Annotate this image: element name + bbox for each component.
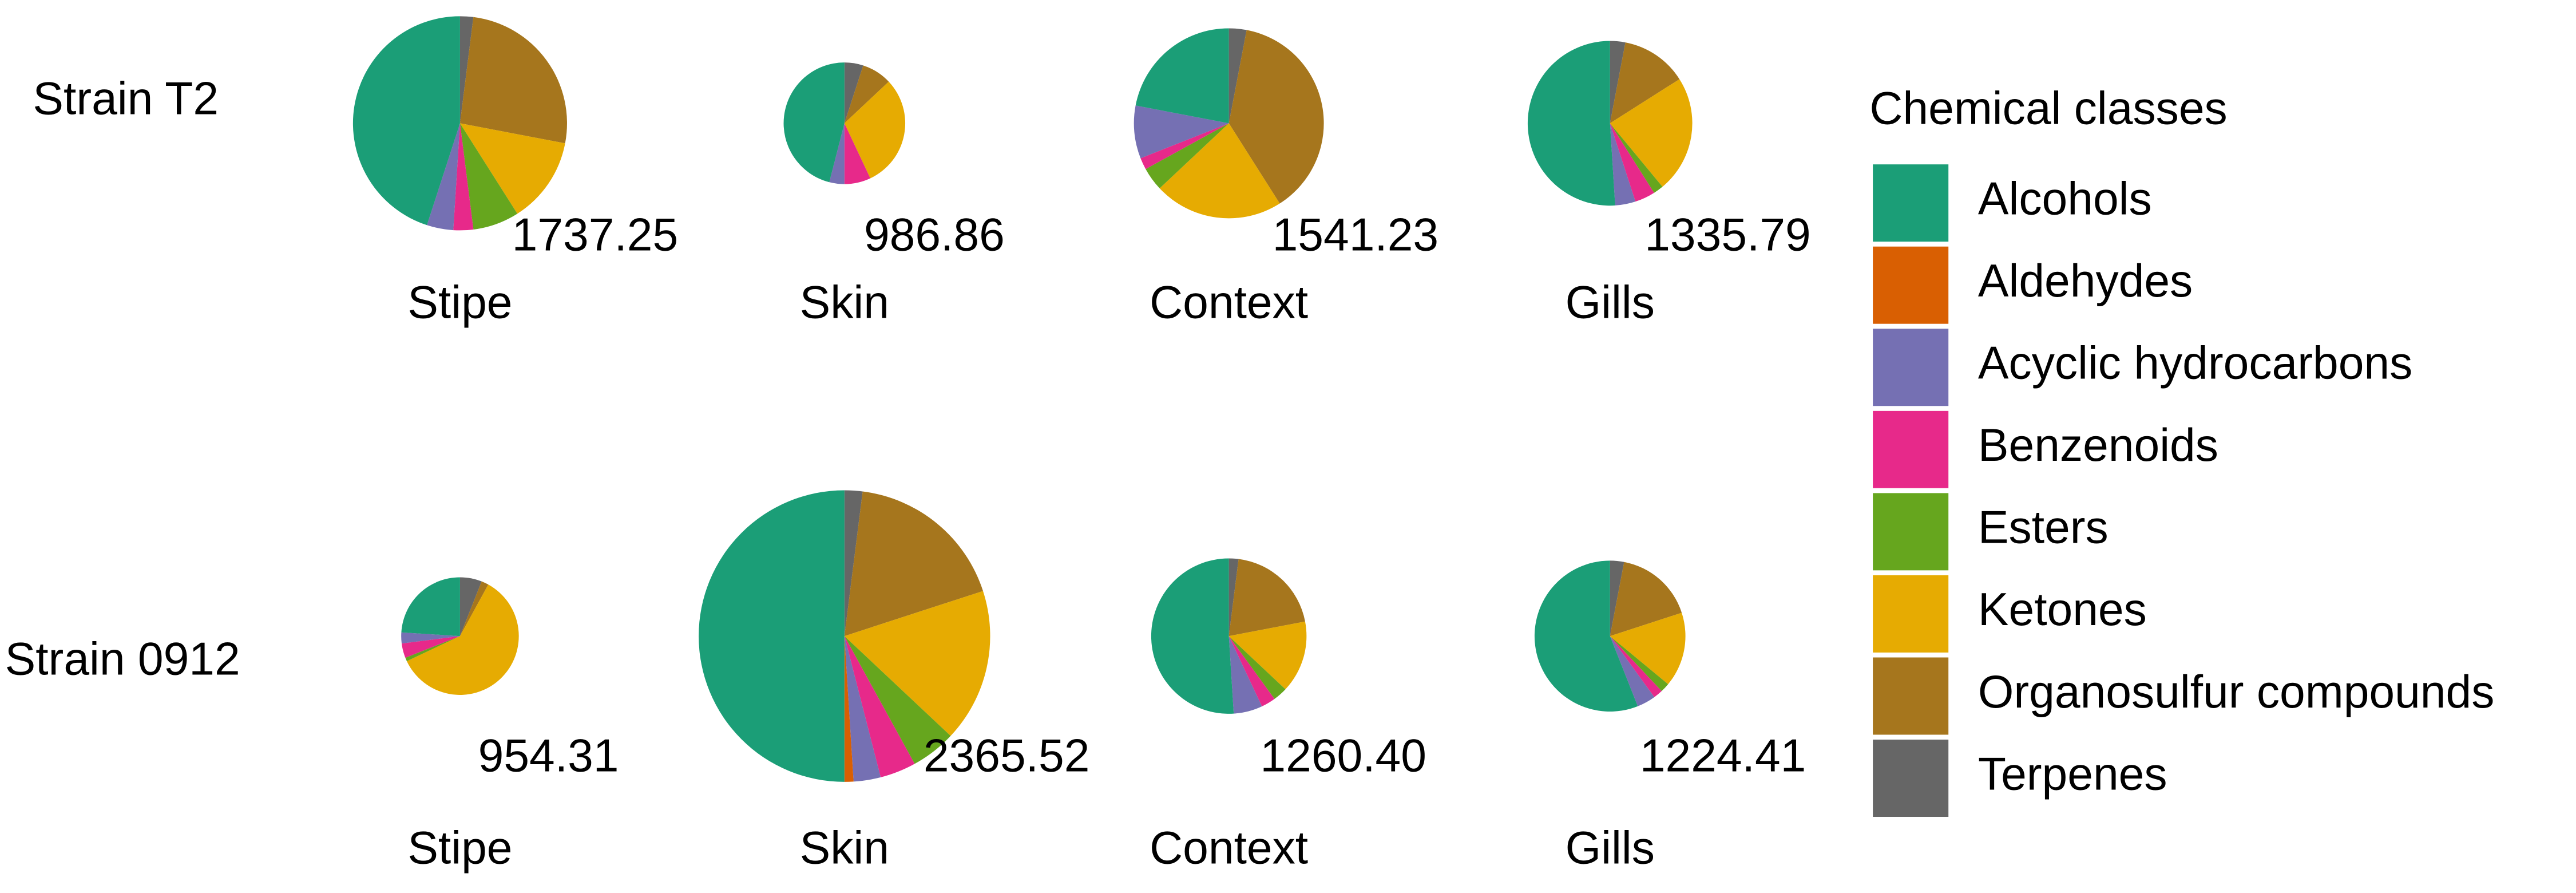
pie-title: Gills — [1566, 276, 1655, 328]
legend-swatch — [1873, 164, 1949, 242]
pie-slice — [1610, 560, 1624, 637]
pie-title: Skin — [800, 276, 889, 328]
pie-slice — [1228, 621, 1307, 690]
legend-title: Chemical classes — [1869, 83, 2227, 135]
legend-swatch — [1873, 493, 1949, 571]
pie-title: Stipe — [407, 276, 512, 328]
pie-slice — [844, 81, 906, 179]
pie-slice — [844, 636, 854, 782]
legend-label: Terpenes — [1978, 748, 2167, 800]
pie-slice — [1527, 41, 1615, 206]
legend-swatch — [1873, 410, 1949, 488]
pie-title: Context — [1150, 823, 1308, 874]
pie-slice — [459, 577, 482, 637]
pie-slice — [459, 16, 474, 124]
pie-slice — [1610, 79, 1693, 187]
pie-slice — [1610, 41, 1626, 124]
legend-swatch — [1873, 575, 1949, 653]
pie-slice — [1228, 559, 1305, 637]
pie-slice — [1228, 636, 1275, 706]
legend-swatch — [1873, 329, 1949, 406]
pie-total-label: 986.86 — [864, 210, 1005, 261]
pie-slice — [844, 123, 871, 184]
pie-slice — [427, 123, 460, 231]
pie-slice — [1610, 123, 1636, 206]
pie-total-label: 1737.25 — [512, 210, 679, 261]
pie-slice — [1610, 613, 1686, 685]
pie-slice — [1228, 558, 1239, 637]
pie-slice — [699, 490, 845, 782]
pie-slice — [1610, 123, 1654, 202]
pie-slice — [1610, 636, 1669, 692]
pie-slice — [1151, 558, 1234, 714]
pie-slice — [844, 65, 889, 124]
pie-slice — [459, 581, 489, 637]
pie-slice — [1159, 123, 1280, 219]
pie-total-label: 2365.52 — [924, 730, 1090, 782]
pie-slice — [406, 584, 519, 695]
pie-slice — [844, 62, 863, 124]
pie-slice — [844, 636, 951, 764]
pie-slice — [1228, 28, 1247, 124]
pie-title: Gills — [1566, 823, 1655, 874]
row-label: Strain 0912 — [5, 633, 240, 685]
pie-slice — [1228, 636, 1262, 714]
legend-label: Esters — [1978, 502, 2109, 554]
pie-slice — [1610, 562, 1682, 637]
pie-slice — [1610, 636, 1655, 706]
row-label: Strain T2 — [33, 73, 219, 124]
pie-slice — [1134, 105, 1229, 159]
pie-total-label: 954.31 — [478, 730, 619, 782]
pie-slice — [1534, 560, 1638, 712]
pie-slice — [844, 491, 984, 637]
pie-slice — [1140, 123, 1229, 169]
pie-total-label: 1541.23 — [1273, 210, 1439, 261]
legend-label: Organosulfur compounds — [1978, 666, 2494, 718]
pie-total-label: 1335.79 — [1644, 210, 1811, 261]
pie-slice — [844, 591, 990, 736]
pie-title: Skin — [800, 823, 889, 874]
pie-title: Context — [1150, 276, 1308, 328]
legend-label: Ketones — [1978, 584, 2147, 635]
pie-slice — [1135, 28, 1229, 124]
pie-title: Stipe — [407, 823, 512, 874]
pie-slice — [401, 632, 460, 644]
legend-swatch — [1873, 740, 1949, 817]
pie-slice — [352, 16, 460, 226]
pie-slice — [783, 62, 845, 183]
pie-slice — [405, 636, 460, 661]
legend-label: Benzenoids — [1978, 420, 2218, 471]
pie-slice — [1228, 30, 1324, 204]
pie-slice — [1610, 636, 1662, 697]
pie-slice — [844, 490, 863, 637]
pie-slice — [1610, 42, 1680, 124]
pie-total-label: 1260.40 — [1260, 730, 1426, 782]
pie-slice — [401, 577, 460, 637]
pie-slice — [401, 636, 460, 658]
legend-label: Aldehydes — [1978, 255, 2193, 307]
legend-swatch — [1873, 657, 1949, 735]
legend-swatch — [1873, 246, 1949, 324]
pie-slice — [459, 17, 567, 144]
pie-slice — [829, 123, 845, 184]
legend-label: Acyclic hydrocarbons — [1978, 338, 2412, 389]
pie-slice — [459, 123, 565, 214]
pie-total-label: 1224.41 — [1640, 730, 1806, 782]
pie-slice — [844, 636, 881, 782]
pie-slice — [844, 636, 915, 777]
legend-label: Alcohols — [1978, 173, 2152, 224]
pie-slice — [453, 123, 474, 231]
pie-slice — [1228, 636, 1286, 699]
pie-slice — [459, 123, 518, 230]
pie-slice — [1610, 123, 1663, 193]
pie-slice — [1146, 123, 1229, 188]
